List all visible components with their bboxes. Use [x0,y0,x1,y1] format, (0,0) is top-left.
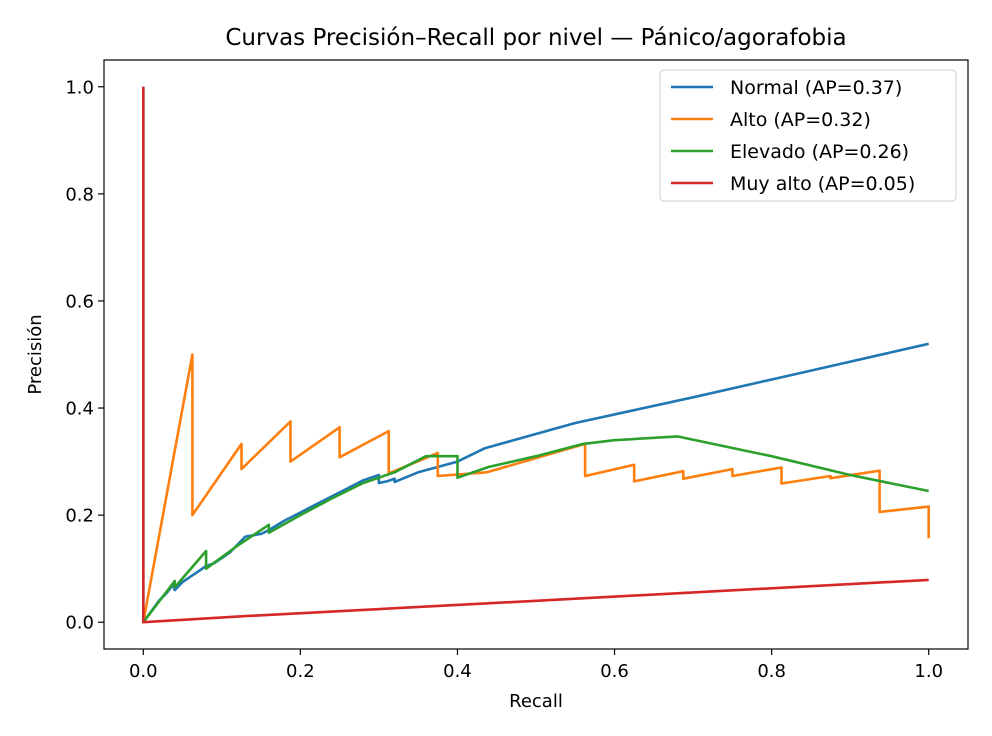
series-line-3 [142,86,929,624]
x-tick-label-4: 0.8 [757,661,786,682]
y-tick-label-1: 0.2 [65,506,94,527]
y-axis-label: Precisión [25,314,46,394]
y-tick-label-4: 0.8 [65,184,94,205]
series-line-0 [142,86,929,624]
plot-series [142,86,931,624]
x-tick-label-5: 1.0 [914,661,943,682]
x-tick-label-0: 0.0 [129,661,158,682]
y-axis: 0.0 0.2 0.4 0.6 0.8 1.0 [65,77,104,634]
x-tick-label-3: 0.6 [600,661,629,682]
legend-label-0: Normal (AP=0.37) [730,77,902,99]
legend-label-3: Muy alto (AP=0.05) [730,173,915,195]
legend-box [659,69,957,202]
x-axis-label: Recall [509,691,563,712]
y-tick-label-3: 0.6 [65,291,94,312]
x-tick-label-1: 0.2 [286,661,315,682]
y-tick-label-2: 0.4 [65,399,94,420]
series-line-1 [142,353,931,623]
legend: Normal (AP=0.37) Alto (AP=0.32) Elevado (A… [659,69,957,202]
series-line-2 [142,435,929,623]
plot-frame [103,59,969,650]
y-tick-label-0: 0.0 [65,613,94,634]
x-axis: 0.0 0.2 0.4 0.6 0.8 1.0 [129,649,943,682]
x-tick-label-2: 0.4 [443,661,472,682]
legend-label-2: Elevado (AP=0.26) [730,141,909,163]
legend-label-1: Alto (AP=0.32) [730,109,871,131]
chart-title: Curvas Precisión–Recall por nivel — Páni… [225,25,846,51]
y-tick-label-5: 1.0 [65,77,94,98]
